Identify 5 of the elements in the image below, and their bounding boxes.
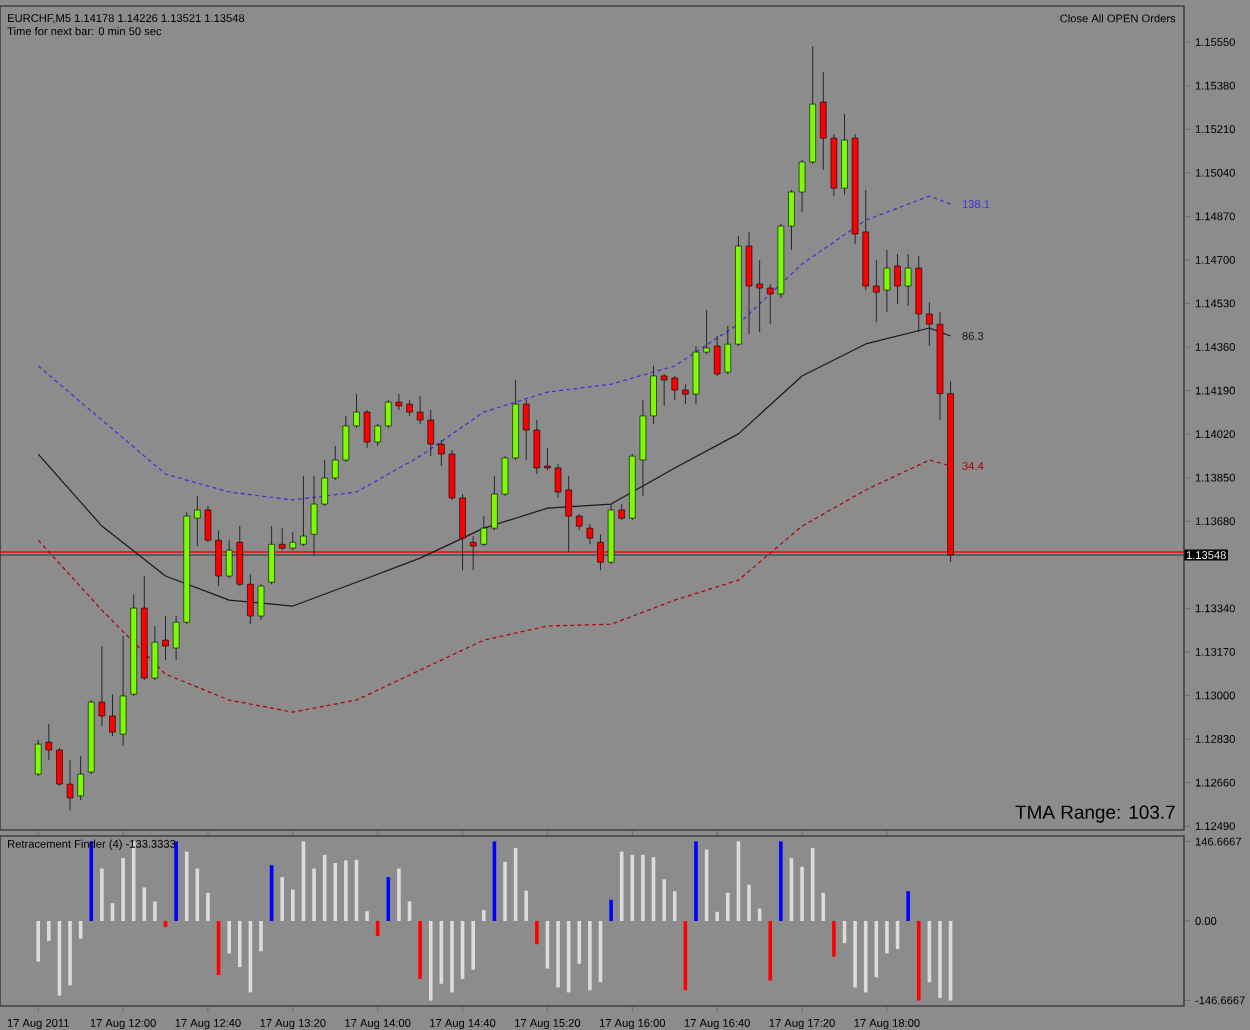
annotation: TMA Range: 103.7 <box>1015 805 1175 823</box>
candlestick <box>268 525 275 585</box>
candlestick <box>300 475 307 547</box>
candlestick <box>586 523 594 545</box>
line-series <box>37 195 952 501</box>
